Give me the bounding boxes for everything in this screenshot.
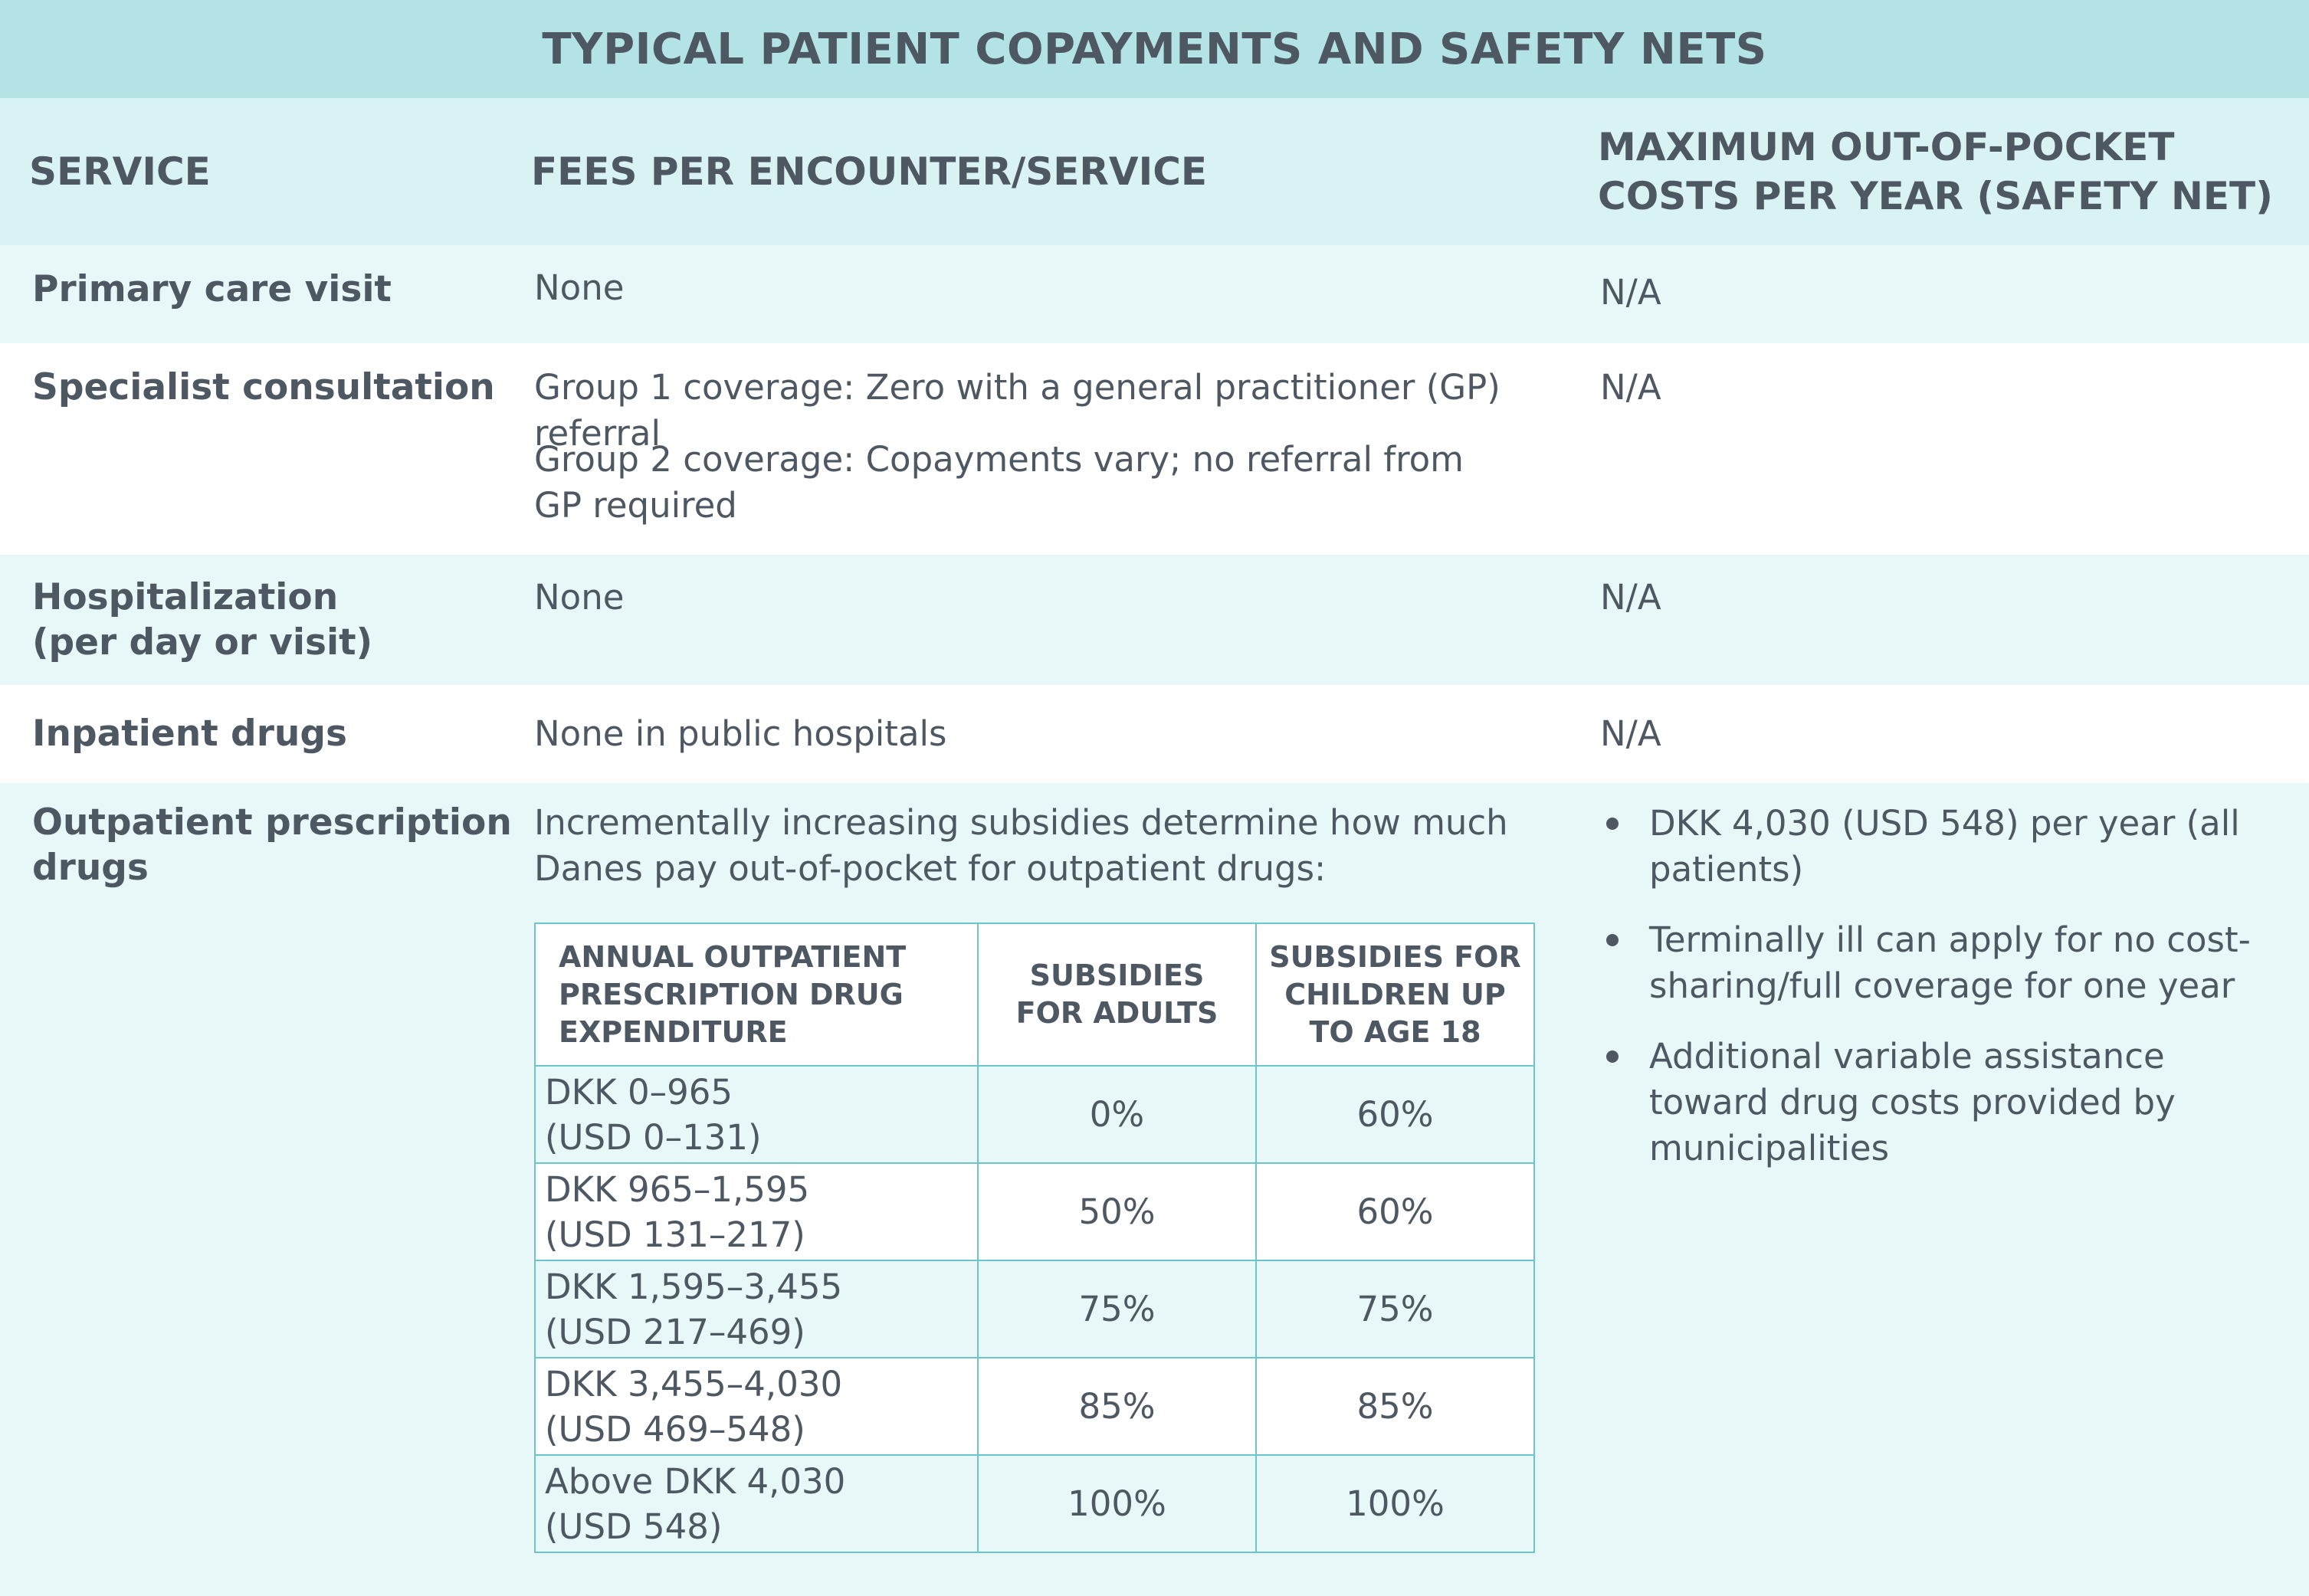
fee-specialist-group1: Group 1 coverage: Zero with a general pr… xyxy=(534,367,1501,454)
adults-subsidy-cell: 75% xyxy=(977,1260,1257,1358)
table-row: DKK 0–965 (USD 0–131) 0% 60% xyxy=(534,1065,1535,1164)
adults-subsidy-cell: 85% xyxy=(977,1357,1257,1456)
header-service: SERVICE xyxy=(29,149,211,194)
children-subsidy-cell: 60% xyxy=(1255,1065,1535,1164)
row-hospitalization: Hospitalization (per day or visit) None … xyxy=(0,555,2309,685)
service-hospitalization: Hospitalization (per day or visit) xyxy=(32,575,372,665)
expenditure-range-cell: DKK 1,595–3,455 (USD 217–469) xyxy=(534,1260,979,1358)
table-title: TYPICAL PATIENT COPAYMENTS AND SAFETY NE… xyxy=(542,24,1767,74)
header-max-line2: COSTS PER YEAR (SAFETY NET) xyxy=(1598,174,2273,218)
list-item: Additional variable assistance toward dr… xyxy=(1600,1034,2275,1172)
bullet-dot-icon xyxy=(1606,1050,1619,1063)
header-fees: FEES PER ENCOUNTER/SERVICE xyxy=(531,149,1208,194)
bullet-dot-icon xyxy=(1606,818,1619,830)
fee-outpatient-drugs: Incrementally increasing subsidies deter… xyxy=(534,802,1508,889)
children-subsidy-cell: 100% xyxy=(1255,1454,1535,1553)
max-hospitalization: N/A xyxy=(1600,577,1661,618)
fee-hospitalization: None xyxy=(534,577,625,618)
expenditure-range-cell: DKK 965–1,595 (USD 131–217) xyxy=(534,1162,979,1261)
row-specialist: Specialist consultation Group 1 coverage… xyxy=(0,343,2309,555)
row-inpatient-drugs: Inpatient drugs None in public hospitals… xyxy=(0,685,2309,783)
max-primary-care: N/A xyxy=(1600,272,1661,313)
table-row: DKK 965–1,595 (USD 131–217) 50% 60% xyxy=(534,1162,1535,1261)
service-primary-care: Primary care visit xyxy=(32,268,392,310)
table-row: DKK 1,595–3,455 (USD 217–469) 75% 75% xyxy=(534,1260,1535,1358)
service-hospitalization-line2: (per day or visit) xyxy=(32,621,373,664)
service-outpatient-drugs: Outpatient prescription drugs xyxy=(32,800,512,890)
adults-subsidy-cell: 0% xyxy=(977,1065,1257,1164)
max-specialist: N/A xyxy=(1600,367,1661,408)
expenditure-range-cell: DKK 3,455–4,030 (USD 469–548) xyxy=(534,1357,979,1456)
table-row: Above DKK 4,030 (USD 548) 100% 100% xyxy=(534,1454,1535,1553)
service-specialist: Specialist consultation xyxy=(32,366,495,408)
service-outpatient-line1: Outpatient prescription xyxy=(32,801,512,844)
expenditure-range-cell: Above DKK 4,030 (USD 548) xyxy=(534,1454,979,1553)
service-hospitalization-line1: Hospitalization xyxy=(32,576,339,618)
title-bar: TYPICAL PATIENT COPAYMENTS AND SAFETY NE… xyxy=(0,0,2309,98)
list-item: Terminally ill can apply for no cost-sha… xyxy=(1600,917,2275,1009)
header-row: SERVICE FEES PER ENCOUNTER/SERVICE MAXIM… xyxy=(0,98,2309,245)
subsidy-table: ANNUAL OUTPATIENT PRESCRIPTION DRUG EXPE… xyxy=(534,923,1535,1553)
service-inpatient-drugs: Inpatient drugs xyxy=(32,713,347,755)
max-inpatient-drugs: N/A xyxy=(1600,713,1661,754)
children-subsidy-cell: 85% xyxy=(1255,1357,1535,1456)
safety-net-bullets: DKK 4,030 (USD 548) per year (all patien… xyxy=(1600,801,2275,1196)
header-max-line1: MAXIMUM OUT-OF-POCKET xyxy=(1598,125,2175,169)
service-outpatient-line2: drugs xyxy=(32,847,149,889)
fee-specialist-group2: Group 2 coverage: Copayments vary; no re… xyxy=(534,439,1464,526)
fee-inpatient-drugs: None in public hospitals xyxy=(534,713,947,754)
adults-subsidy-cell: 50% xyxy=(977,1162,1257,1261)
expenditure-range-cell: DKK 0–965 (USD 0–131) xyxy=(534,1065,979,1164)
bullet-dot-icon xyxy=(1606,934,1619,946)
subsidy-header-adults: SUBSIDIES FOR ADULTS xyxy=(977,923,1257,1067)
header-max-costs: MAXIMUM OUT-OF-POCKET COSTS PER YEAR (SA… xyxy=(1598,123,2273,221)
adults-subsidy-cell: 100% xyxy=(977,1454,1257,1553)
table-row: DKK 3,455–4,030 (USD 469–548) 85% 85% xyxy=(534,1357,1535,1456)
subsidy-header-expenditure: ANNUAL OUTPATIENT PRESCRIPTION DRUG EXPE… xyxy=(534,923,979,1067)
subsidy-header-children: SUBSIDIES FOR CHILDREN UP TO AGE 18 xyxy=(1255,923,1535,1067)
children-subsidy-cell: 75% xyxy=(1255,1260,1535,1358)
subsidy-table-header-row: ANNUAL OUTPATIENT PRESCRIPTION DRUG EXPE… xyxy=(534,923,1535,1067)
row-primary-care: Primary care visit None N/A xyxy=(0,245,2309,343)
children-subsidy-cell: 60% xyxy=(1255,1162,1535,1261)
fee-primary-care: None xyxy=(534,267,625,308)
list-item: DKK 4,030 (USD 548) per year (all patien… xyxy=(1600,801,2275,893)
